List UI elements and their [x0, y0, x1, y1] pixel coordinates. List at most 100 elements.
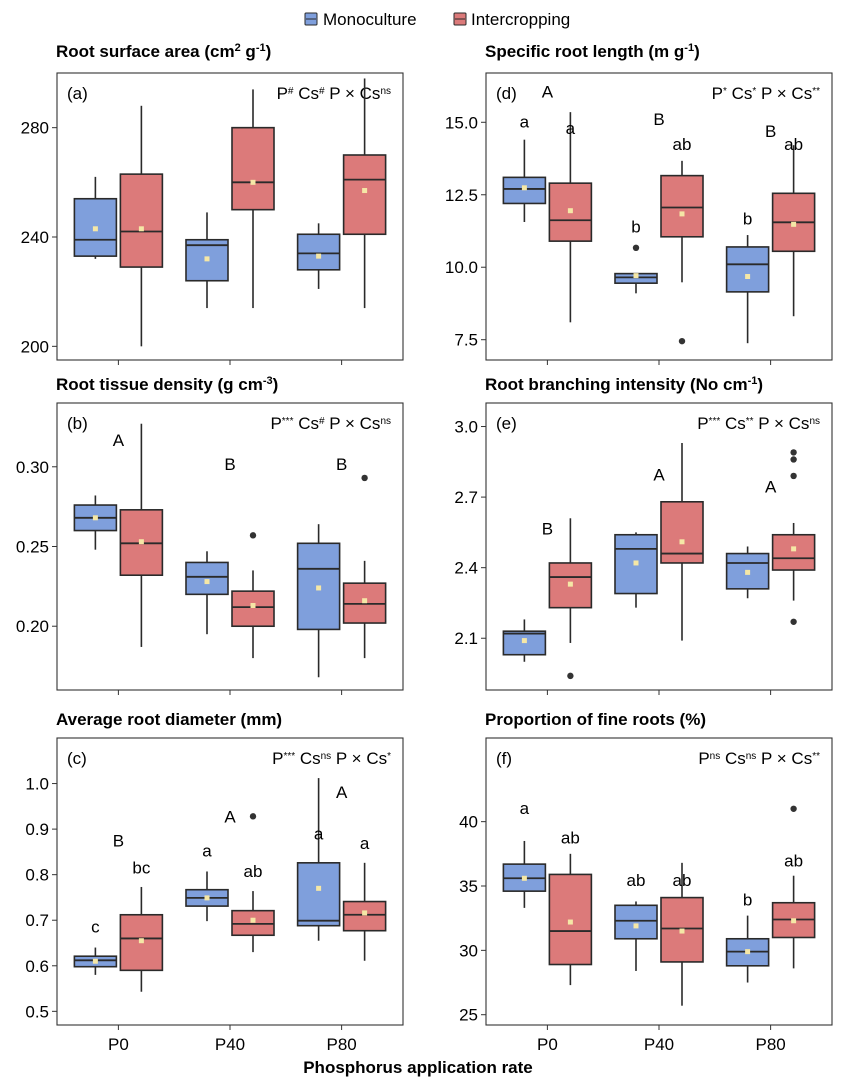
- box-monoculture-p0[interactable]: [502, 840, 547, 908]
- mean-marker: [316, 253, 322, 259]
- outlier-point: [790, 456, 797, 463]
- box-monoculture-p80[interactable]: [296, 778, 341, 941]
- box-body: [771, 533, 816, 571]
- box-monoculture-p0[interactable]: [502, 619, 547, 662]
- panel-label: (d): [496, 84, 517, 103]
- box-intercropping-p40[interactable]: [660, 160, 704, 345]
- box-monoculture-p40[interactable]: [614, 901, 658, 971]
- box-intercropping-p40[interactable]: [660, 442, 704, 641]
- mean-marker: [633, 273, 639, 279]
- significance-letter: a: [520, 799, 530, 818]
- significance-letter: b: [743, 209, 752, 228]
- box-monoculture-p80[interactable]: [296, 223, 341, 289]
- box-monoculture-p0[interactable]: [73, 495, 118, 550]
- box-monoculture-p80[interactable]: [296, 524, 341, 678]
- y-tick-label: 10.0: [445, 258, 478, 277]
- mean-marker: [316, 885, 322, 891]
- mean-marker: [362, 598, 368, 604]
- box-monoculture-p40[interactable]: [185, 212, 229, 309]
- legend-item-intercropping[interactable]: Intercropping: [453, 10, 570, 29]
- box-intercropping-p0[interactable]: [119, 886, 164, 992]
- significance-letter: a: [520, 113, 530, 132]
- box-intercropping-p0[interactable]: [548, 518, 593, 680]
- mean-marker: [521, 638, 527, 644]
- significance-letter: ab: [784, 852, 803, 871]
- legend: Monoculture Intercropping: [304, 10, 570, 29]
- outlier-point: [790, 618, 797, 625]
- box-intercropping-p40[interactable]: [231, 813, 275, 953]
- box-intercropping-p0[interactable]: [119, 105, 164, 347]
- box-monoculture-p40[interactable]: [614, 532, 658, 608]
- legend-label-intercropping: Intercropping: [471, 10, 570, 29]
- outlier-point: [361, 474, 368, 482]
- panel-title: Average root diameter (mm): [56, 710, 282, 729]
- x-tick-label: P80: [755, 1035, 785, 1054]
- outlier-point: [678, 337, 686, 345]
- y-tick-label: 2.1: [454, 629, 478, 648]
- y-tick-label: 0.6: [25, 957, 49, 976]
- y-tick-label: 0.25: [16, 538, 49, 557]
- box-monoculture-p0[interactable]: [502, 139, 547, 223]
- box-monoculture-p40[interactable]: [185, 551, 229, 635]
- panels: Root surface area (cm2 g-1) (a) P# Cs# P ×…: [16, 42, 833, 1054]
- box-monoculture-p0[interactable]: [73, 947, 118, 975]
- box-intercropping-p80[interactable]: [342, 862, 387, 961]
- box-intercropping-p80[interactable]: [771, 145, 816, 317]
- box-intercropping-p40[interactable]: [660, 862, 704, 1006]
- mean-marker: [679, 928, 685, 934]
- box-monoculture-p80[interactable]: [725, 915, 770, 983]
- box-body: [296, 862, 341, 927]
- outlier-point: [790, 805, 797, 812]
- mean-marker: [567, 208, 573, 214]
- box-intercropping-p0[interactable]: [548, 112, 593, 323]
- box-body: [502, 176, 547, 205]
- y-tick-label: 2.4: [454, 559, 478, 578]
- box-intercropping-p80[interactable]: [771, 449, 816, 625]
- mean-marker: [362, 910, 368, 916]
- y-tick-label: 40: [459, 813, 478, 832]
- box-intercropping-p40[interactable]: [231, 89, 275, 309]
- stats-label: P*** Cs** P × Csns: [697, 414, 820, 433]
- panel-label: (f): [496, 749, 512, 768]
- panel-a: Root surface area (cm2 g-1) (a) P# Cs# P ×…: [21, 42, 404, 365]
- box-intercropping-p0[interactable]: [119, 423, 164, 647]
- significance-letter: B: [765, 122, 776, 141]
- mean-marker: [92, 515, 98, 521]
- box-intercropping-p80[interactable]: [342, 474, 387, 659]
- mean-marker: [633, 560, 639, 566]
- box-intercropping-p0[interactable]: [548, 853, 593, 986]
- y-tick-label: 1.0: [25, 775, 49, 794]
- mean-marker: [316, 585, 322, 591]
- significance-letter: ab: [673, 871, 692, 890]
- box-intercropping-p80[interactable]: [342, 78, 387, 309]
- significance-letter: a: [314, 825, 324, 844]
- significance-letter: a: [360, 834, 370, 853]
- significance-letter: B: [542, 520, 553, 539]
- y-tick-label: 200: [21, 337, 49, 356]
- mean-marker: [791, 221, 797, 227]
- box-monoculture-p40[interactable]: [614, 244, 658, 294]
- outlier-point: [249, 532, 257, 539]
- box-monoculture-p80[interactable]: [725, 235, 770, 344]
- box-body: [548, 873, 593, 966]
- box-body: [231, 590, 275, 628]
- box-intercropping-p80[interactable]: [771, 805, 816, 969]
- box-monoculture-p0[interactable]: [73, 176, 118, 259]
- mean-marker: [362, 188, 368, 194]
- box-monoculture-p80[interactable]: [725, 546, 770, 599]
- panel-b: Root tissue density (g cm-3) (b) P*** Cs# …: [16, 375, 404, 695]
- box-monoculture-p40[interactable]: [185, 871, 229, 922]
- mean-marker: [567, 581, 573, 587]
- mean-marker: [745, 274, 751, 280]
- box-intercropping-p40[interactable]: [231, 532, 275, 659]
- legend-item-monoculture[interactable]: Monoculture: [304, 10, 417, 29]
- panel-f: Proportion of fine roots (%) (f) Pns Csns …: [459, 710, 833, 1054]
- box-body: [342, 900, 387, 932]
- outlier-point: [790, 449, 797, 456]
- mean-marker: [250, 917, 256, 923]
- mean-marker: [791, 546, 797, 552]
- panel-title: Root surface area (cm2 g-1): [56, 42, 271, 61]
- box-body: [185, 561, 229, 596]
- x-tick-label: P80: [326, 1035, 356, 1054]
